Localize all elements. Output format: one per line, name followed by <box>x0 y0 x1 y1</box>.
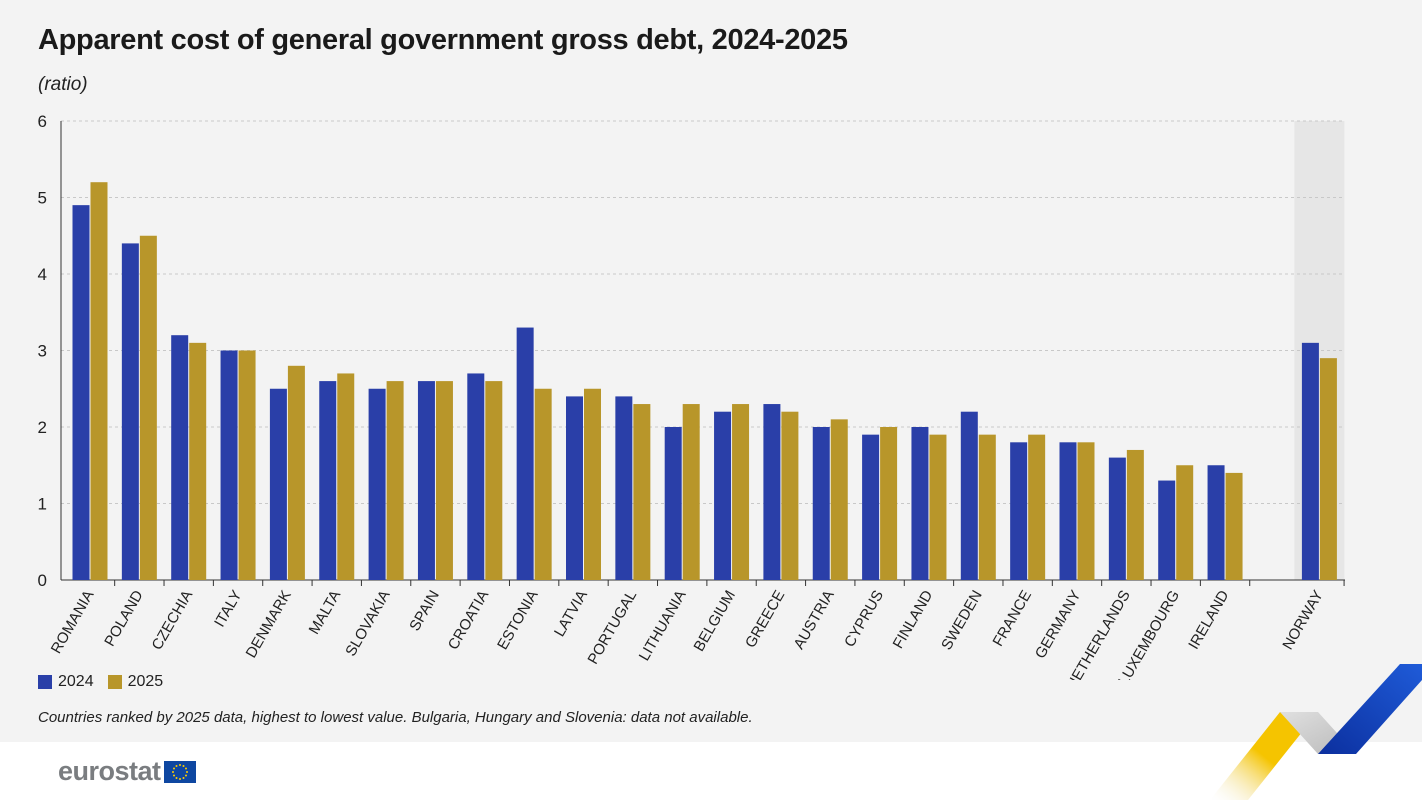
bar-2024-france <box>1010 442 1028 580</box>
x-tick-label-denmark: DENMARK <box>243 588 295 661</box>
bar-2025-luxembourg <box>1176 465 1194 580</box>
x-tick-label-czechia: CZECHIA <box>149 588 197 654</box>
bar-2025-czechia <box>189 342 207 580</box>
x-tick-label-norway: NORWAY <box>1279 588 1327 653</box>
bar-2025-romania <box>90 182 108 580</box>
x-tick-label-greece: GREECE <box>742 588 788 651</box>
bar-2024-netherlands <box>1108 457 1126 580</box>
bar-2024-italy <box>220 350 238 580</box>
eurostat-logo: eurostat <box>58 756 196 787</box>
chart-title: Apparent cost of general government gros… <box>38 24 848 56</box>
logo-text: eurostat <box>58 756 161 786</box>
x-tick-label-ireland: IRELAND <box>1185 587 1232 652</box>
bar-2025-croatia <box>485 381 503 580</box>
bar-2025-sweden <box>978 434 996 580</box>
x-tick-label-romania: ROMANIA <box>48 588 98 657</box>
x-tick-label-malta: MALTA <box>306 588 345 638</box>
bar-2025-finland <box>929 434 947 580</box>
bar-2025-netherlands <box>1126 449 1144 580</box>
legend: 2024 2025 <box>38 673 163 691</box>
bar-2025-greece <box>781 411 799 580</box>
y-tick-label: 1 <box>38 495 47 514</box>
bar-2025-latvia <box>584 388 601 580</box>
x-tick-label-portugal: PORTUGAL <box>584 588 640 668</box>
x-tick-label-croatia: CROATIA <box>445 588 493 653</box>
x-tick-label-france: FRANCE <box>990 588 1036 650</box>
x-tick-label-lithuania: LITHUANIA <box>636 588 690 664</box>
bar-2024-denmark <box>269 388 287 580</box>
x-tick-label-sweden: SWEDEN <box>938 588 986 654</box>
x-tick-label-estonia: ESTONIA <box>494 588 542 653</box>
bar-2024-greece <box>763 404 781 580</box>
x-tick-label-italy: ITALY <box>211 588 245 631</box>
x-tick-label-belgium: BELGIUM <box>691 588 739 655</box>
bar-2024-malta <box>319 381 337 580</box>
bar-2024-spain <box>417 381 435 580</box>
legend-label-2024: 2024 <box>58 673 94 690</box>
bar-2024-ireland <box>1207 465 1225 580</box>
x-tick-label-cyprus: CYPRUS <box>841 588 887 651</box>
chart-subtitle: (ratio) <box>38 74 88 95</box>
bar-2025-cyprus <box>880 427 898 580</box>
bar-2024-germany <box>1059 442 1077 580</box>
bar-2025-ireland <box>1225 472 1243 580</box>
x-tick-label-spain: SPAIN <box>406 588 443 635</box>
bar-2025-slovakia <box>386 381 404 580</box>
bar-2024-croatia <box>467 373 485 580</box>
chart-footnote: Countries ranked by 2025 data, highest t… <box>38 709 753 726</box>
bar-2024-estonia <box>516 327 534 580</box>
bar-2025-lithuania <box>682 404 700 580</box>
bar-2025-italy <box>238 350 256 580</box>
bar-2024-lithuania <box>664 427 682 580</box>
legend-item-2025: 2025 <box>107 673 164 691</box>
bar-2024-portugal <box>615 396 633 580</box>
eu-flag-icon <box>163 760 196 783</box>
x-tick-label-slovakia: SLOVAKIA <box>342 588 393 660</box>
bar-2025-belgium <box>732 404 750 580</box>
bar-2024-poland <box>121 243 139 580</box>
legend-label-2025: 2025 <box>127 673 164 690</box>
bar-2025-austria <box>830 419 848 580</box>
bar-2024-austria <box>812 427 830 580</box>
x-tick-label-latvia: LATVIA <box>551 588 591 640</box>
bar-2024-finland <box>911 427 929 580</box>
bar-2025-estonia <box>534 388 552 580</box>
legend-swatch-2024 <box>38 675 52 689</box>
y-tick-label: 2 <box>38 418 47 437</box>
y-tick-label: 4 <box>38 265 47 284</box>
bar-2025-denmark <box>287 365 305 580</box>
bar-2024-romania <box>72 205 90 580</box>
bar-2024-czechia <box>171 335 189 580</box>
bar-2024-norway <box>1301 342 1319 580</box>
bar-2025-poland <box>139 235 157 580</box>
x-tick-label-germany: GERMANY <box>1032 588 1085 662</box>
y-tick-label: 3 <box>38 342 47 361</box>
bar-2024-cyprus <box>862 434 880 580</box>
bar-2024-belgium <box>714 411 732 580</box>
bar-2024-slovakia <box>368 388 386 580</box>
bar-2024-luxembourg <box>1158 480 1176 580</box>
bar-2025-malta <box>337 373 355 580</box>
y-tick-label: 6 <box>38 112 47 131</box>
x-tick-label-austria: AUSTRIA <box>790 588 837 653</box>
legend-swatch-2025 <box>107 675 122 689</box>
bar-2025-germany <box>1077 442 1095 580</box>
bar-2025-france <box>1028 434 1046 580</box>
bar-2024-latvia <box>566 396 583 580</box>
bar-2025-portugal <box>633 404 651 580</box>
footer <box>0 742 1422 800</box>
legend-item-2024: 2024 <box>38 673 94 691</box>
x-tick-label-finland: FINLAND <box>890 587 937 651</box>
y-tick-label: 0 <box>38 571 47 590</box>
bar-2024-sweden <box>960 411 978 580</box>
bar-2025-spain <box>435 381 453 580</box>
bar-2025-norway <box>1319 358 1337 580</box>
x-tick-label-poland: POLAND <box>101 587 147 649</box>
y-tick-label: 5 <box>38 189 47 208</box>
